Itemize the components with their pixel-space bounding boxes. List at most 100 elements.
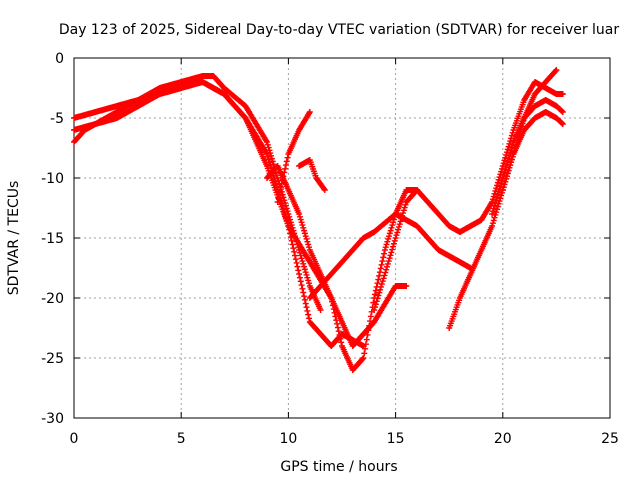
data-point <box>502 154 509 161</box>
data-point <box>297 278 304 285</box>
data-point <box>270 161 277 168</box>
data-point <box>293 259 300 266</box>
data-point <box>296 213 303 220</box>
data-point <box>304 238 311 245</box>
data-point <box>489 220 496 227</box>
data-point <box>383 241 390 248</box>
data-point <box>508 159 515 166</box>
data-point <box>504 146 511 153</box>
data-point <box>301 230 308 237</box>
series-track <box>274 109 313 205</box>
data-point <box>495 188 502 195</box>
data-point <box>337 335 344 342</box>
data-point <box>265 144 272 151</box>
x-tick-label: 25 <box>601 431 619 447</box>
y-axis-label: SDTVAR / TECUs <box>6 181 22 296</box>
data-point <box>386 233 393 240</box>
data-point <box>380 254 387 261</box>
data-point <box>277 187 284 194</box>
data-point <box>282 165 289 172</box>
data-point <box>362 341 369 348</box>
data-point <box>280 194 287 201</box>
data-point <box>297 216 304 223</box>
data-point <box>302 233 309 240</box>
data-point <box>317 307 324 313</box>
data-point <box>301 296 308 303</box>
data-point <box>390 219 397 226</box>
data-point <box>388 249 395 256</box>
data-point <box>287 234 294 241</box>
series-track <box>456 79 566 235</box>
data-point <box>553 67 560 73</box>
data-point <box>374 295 381 302</box>
data-point <box>400 210 407 217</box>
data-point <box>506 152 513 159</box>
data-point <box>264 153 271 160</box>
data-point <box>489 211 496 217</box>
data-point <box>379 258 386 265</box>
data-point <box>494 179 501 186</box>
data-point <box>390 243 397 250</box>
data-point <box>335 328 342 335</box>
data-point <box>299 222 306 229</box>
data-point <box>298 255 305 262</box>
data-point <box>263 151 270 157</box>
data-point <box>489 196 496 203</box>
data-point <box>328 295 335 301</box>
data-point <box>505 143 512 150</box>
data-point <box>290 245 297 252</box>
data-point <box>300 289 307 296</box>
data-point <box>503 163 510 170</box>
data-point <box>267 150 274 157</box>
data-point <box>503 149 510 156</box>
data-point <box>304 274 311 281</box>
data-point <box>286 226 293 233</box>
data-point <box>378 283 385 290</box>
data-point <box>331 309 338 316</box>
data-point <box>321 187 328 193</box>
data-point <box>504 170 511 177</box>
data-point <box>403 283 410 289</box>
data-point <box>397 218 404 225</box>
data-point <box>296 247 303 253</box>
data-point <box>559 120 566 127</box>
data-point <box>305 241 312 248</box>
data-point <box>285 223 292 229</box>
data-point <box>383 266 390 273</box>
data-point <box>301 227 308 234</box>
data-point <box>400 207 407 214</box>
data-point <box>302 300 309 307</box>
data-point <box>493 185 500 192</box>
data-point <box>498 192 505 199</box>
data-point <box>506 164 513 171</box>
data-point <box>282 162 289 169</box>
data-point <box>278 180 285 187</box>
data-point <box>490 205 497 212</box>
data-series <box>71 67 566 373</box>
data-point <box>287 216 294 223</box>
data-point <box>296 271 303 277</box>
data-point <box>306 315 313 322</box>
data-point <box>332 313 339 320</box>
data-point <box>489 223 496 229</box>
data-point <box>492 187 499 194</box>
data-point <box>303 235 310 242</box>
data-point <box>389 246 396 253</box>
data-point <box>362 345 369 352</box>
data-point <box>277 184 284 191</box>
data-point <box>303 271 310 278</box>
data-point <box>275 177 282 184</box>
data-point <box>280 173 287 180</box>
data-point <box>264 141 271 148</box>
data-point <box>282 202 289 209</box>
data-point <box>504 158 511 165</box>
data-point <box>364 331 371 338</box>
data-point <box>508 156 515 163</box>
data-point <box>291 233 298 240</box>
data-point <box>267 162 274 169</box>
data-point <box>296 211 303 217</box>
data-point <box>559 91 566 97</box>
data-point <box>386 230 393 237</box>
data-point <box>509 153 516 160</box>
